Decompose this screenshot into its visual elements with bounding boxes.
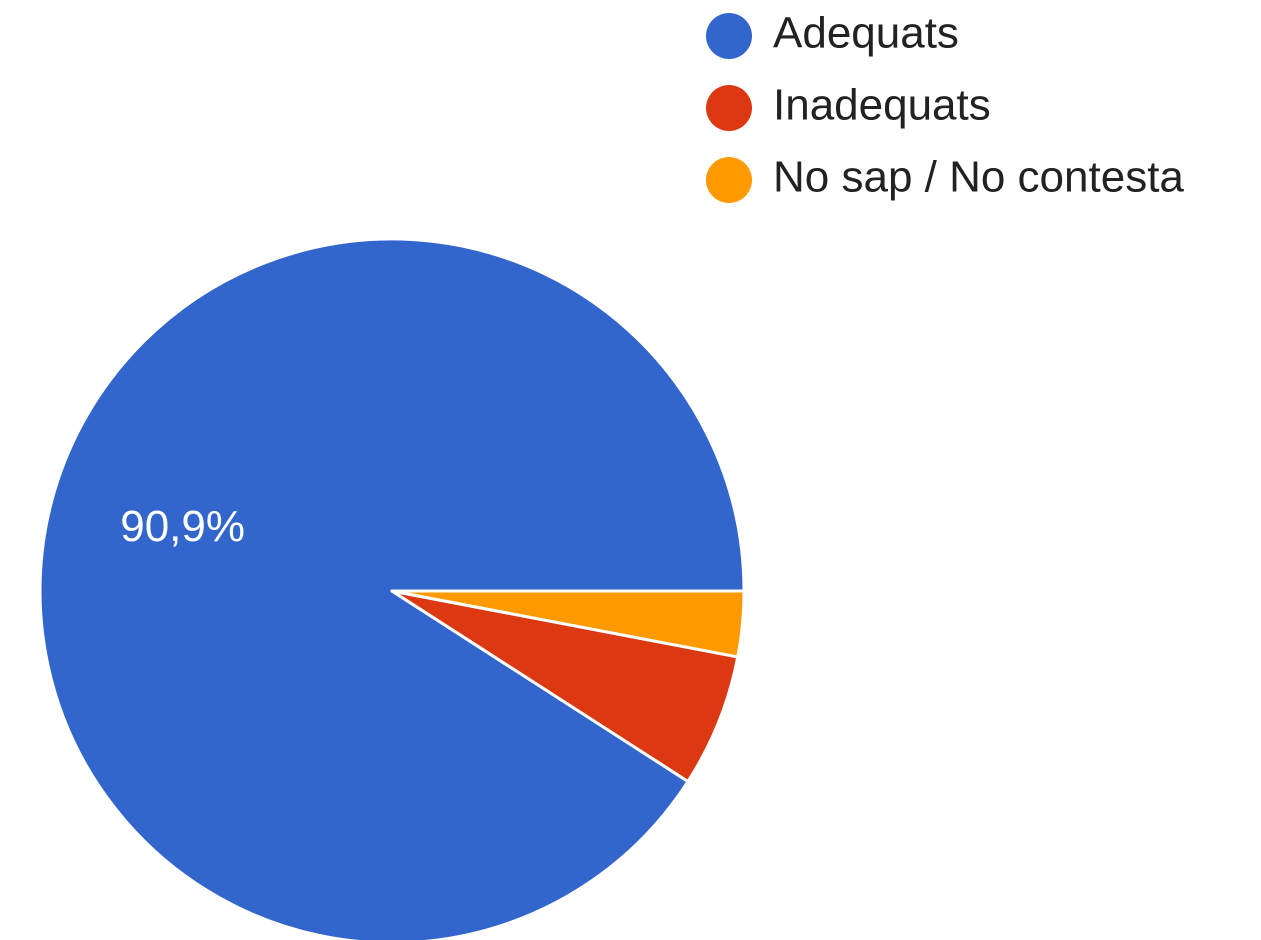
legend-item-inadequats: Inadequats (706, 81, 991, 131)
legend: Adequats Inadequats No sap / No contesta (706, 9, 1184, 203)
legend-swatch-inadequats (706, 85, 752, 131)
pie-slice-no-sap-no-contesta (390, 589, 746, 659)
legend-swatch-no-sap-no-contesta (706, 157, 752, 203)
data-label-adequats: 90,9% (120, 502, 245, 551)
legend-item-adequats: Adequats (706, 9, 959, 59)
pie-slice-labels: 90,9% (120, 502, 245, 551)
legend-label-inadequats: Inadequats (773, 81, 991, 130)
legend-item-no-sap-no-contesta: No sap / No contesta (706, 153, 1184, 203)
legend-label-no-sap-no-contesta: No sap / No contesta (773, 153, 1184, 202)
legend-swatch-adequats (706, 13, 752, 59)
legend-label-adequats: Adequats (773, 9, 959, 58)
pie-slices (38, 237, 746, 940)
pie-slice-inadequats (390, 589, 740, 783)
